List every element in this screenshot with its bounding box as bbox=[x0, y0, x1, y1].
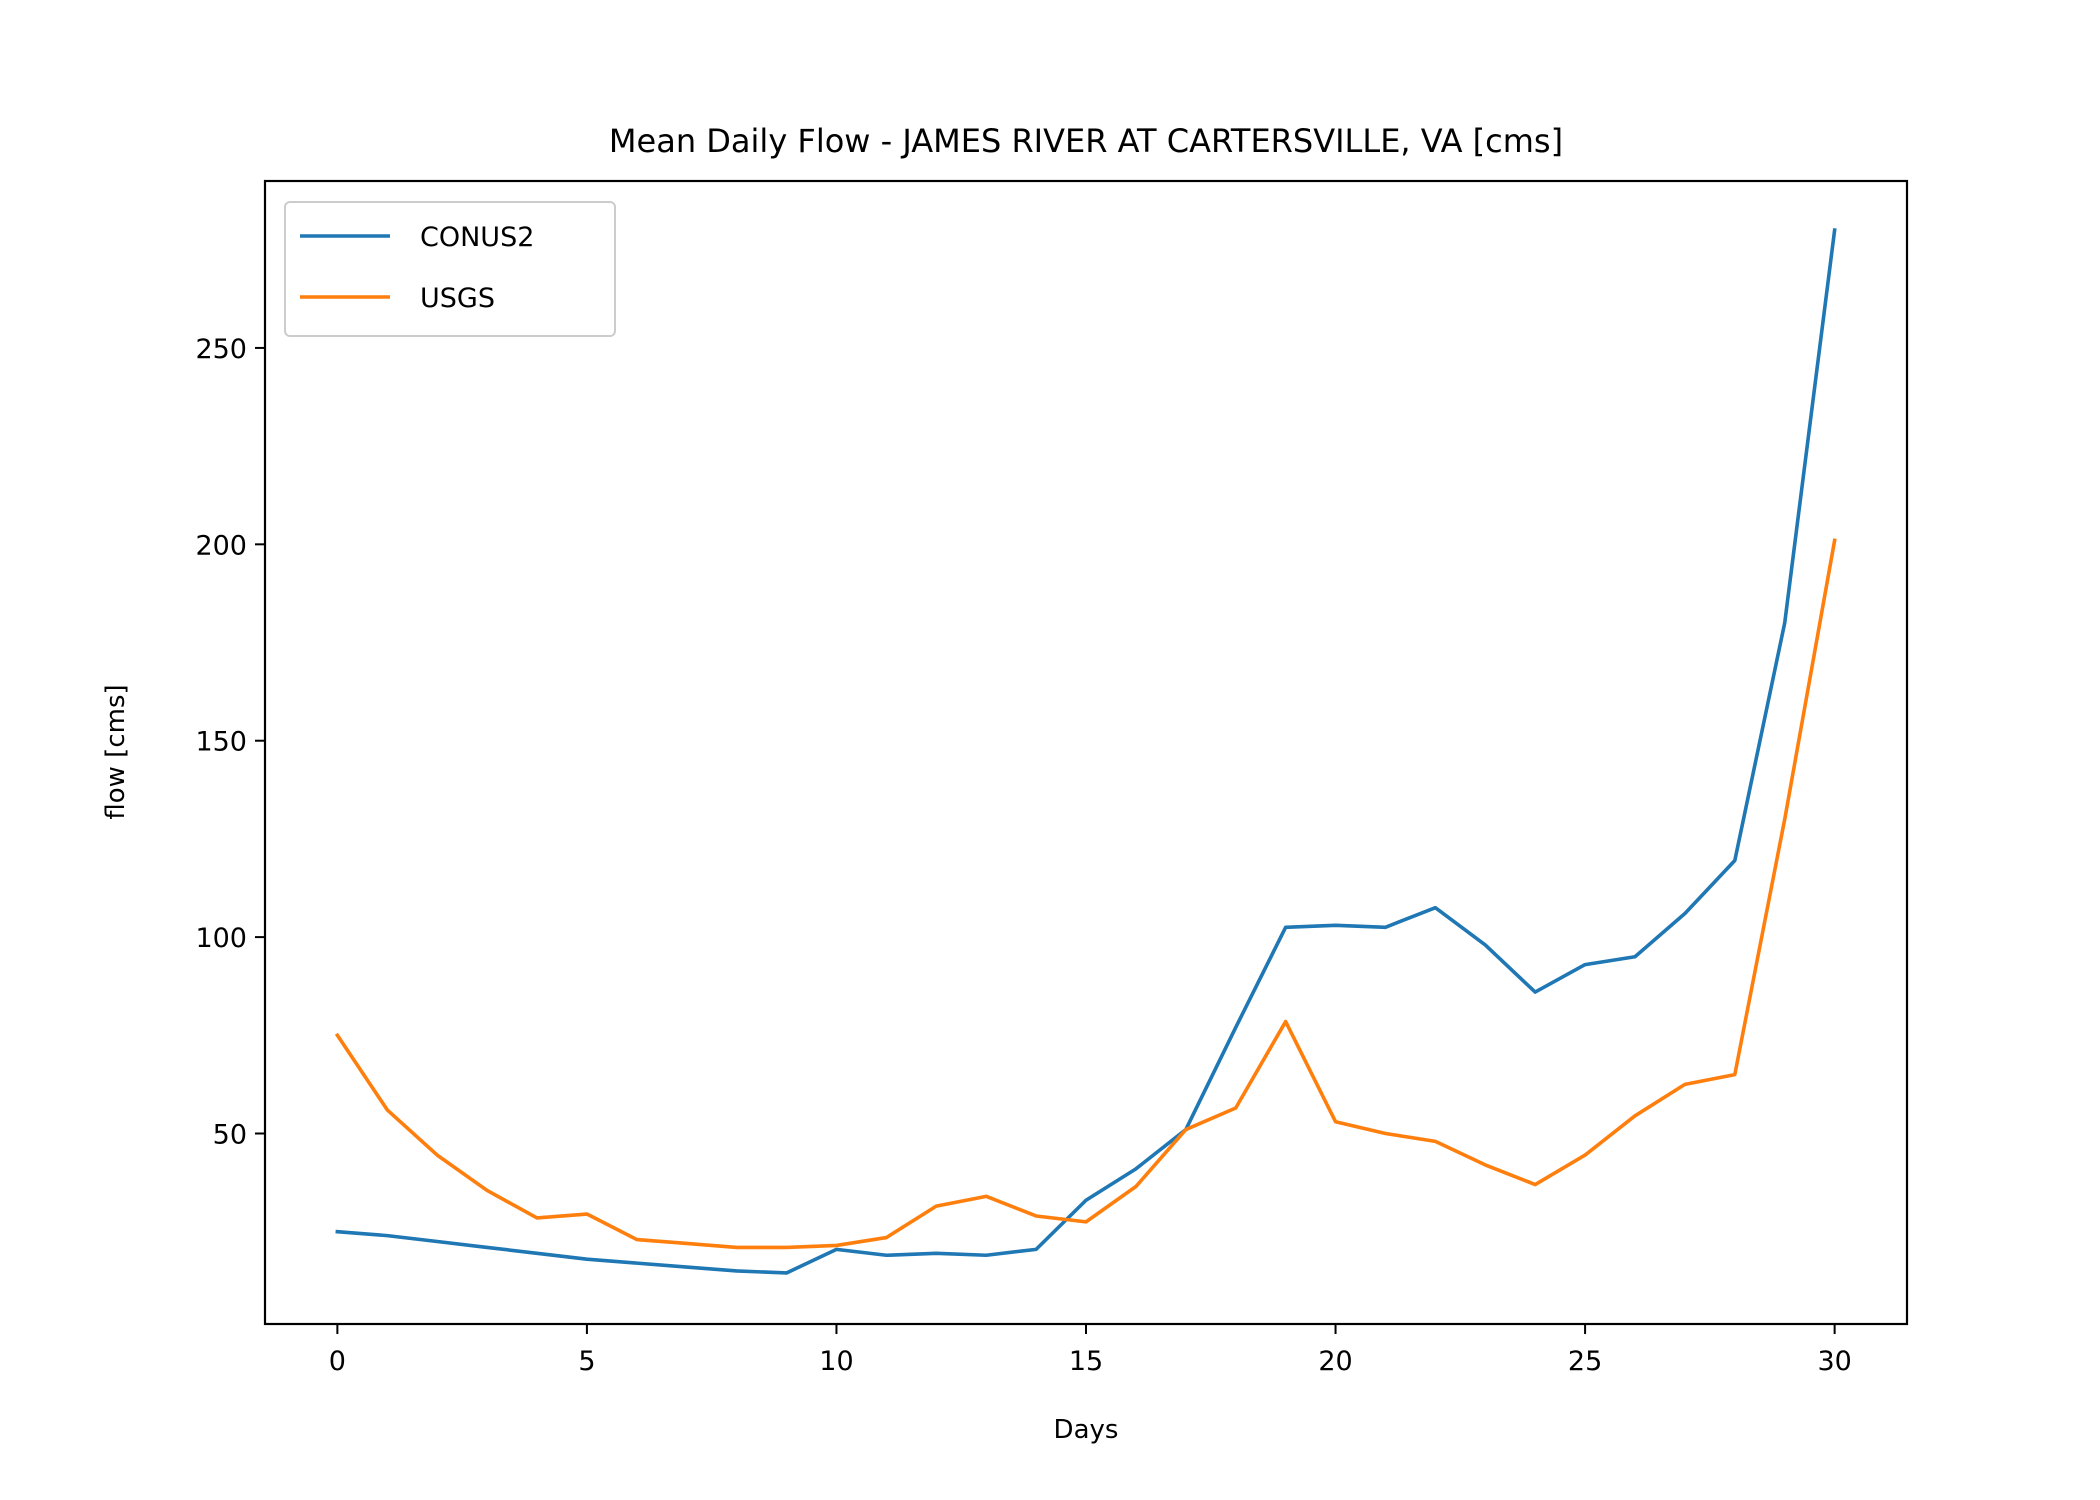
chart-title: Mean Daily Flow - JAMES RIVER AT CARTERS… bbox=[609, 122, 1563, 160]
x-tick-label: 25 bbox=[1568, 1346, 1602, 1377]
x-tick-label: 20 bbox=[1318, 1346, 1352, 1377]
x-tick-label: 0 bbox=[329, 1346, 346, 1377]
y-tick-label: 200 bbox=[195, 530, 247, 561]
x-axis-ticks: 0 5 10 15 20 25 30 bbox=[329, 1324, 1852, 1377]
series-layer bbox=[334, 228, 1837, 1275]
x-tick-label: 30 bbox=[1817, 1346, 1851, 1377]
y-tick-label: 50 bbox=[213, 1120, 247, 1151]
series-line-usgs bbox=[334, 538, 1837, 1250]
series-line-conus2 bbox=[335, 228, 1837, 1275]
legend: CONUS2 USGS bbox=[284, 201, 616, 337]
y-tick-label: 250 bbox=[195, 334, 247, 365]
y-tick-label: 150 bbox=[195, 727, 247, 758]
x-tick-label: 10 bbox=[819, 1346, 853, 1377]
legend-label-usgs: USGS bbox=[420, 283, 495, 314]
x-axis-label: Days bbox=[1054, 1415, 1119, 1445]
legend-entries: CONUS2 USGS bbox=[300, 222, 534, 314]
y-axis-label: flow [cms] bbox=[101, 684, 131, 819]
x-tick-label: 15 bbox=[1069, 1346, 1103, 1377]
y-axis-ticks: 50 100 150 200 250 bbox=[195, 334, 265, 1151]
legend-label-conus2: CONUS2 bbox=[420, 222, 534, 253]
y-tick-label: 100 bbox=[195, 923, 247, 954]
x-tick-label: 5 bbox=[578, 1346, 595, 1377]
